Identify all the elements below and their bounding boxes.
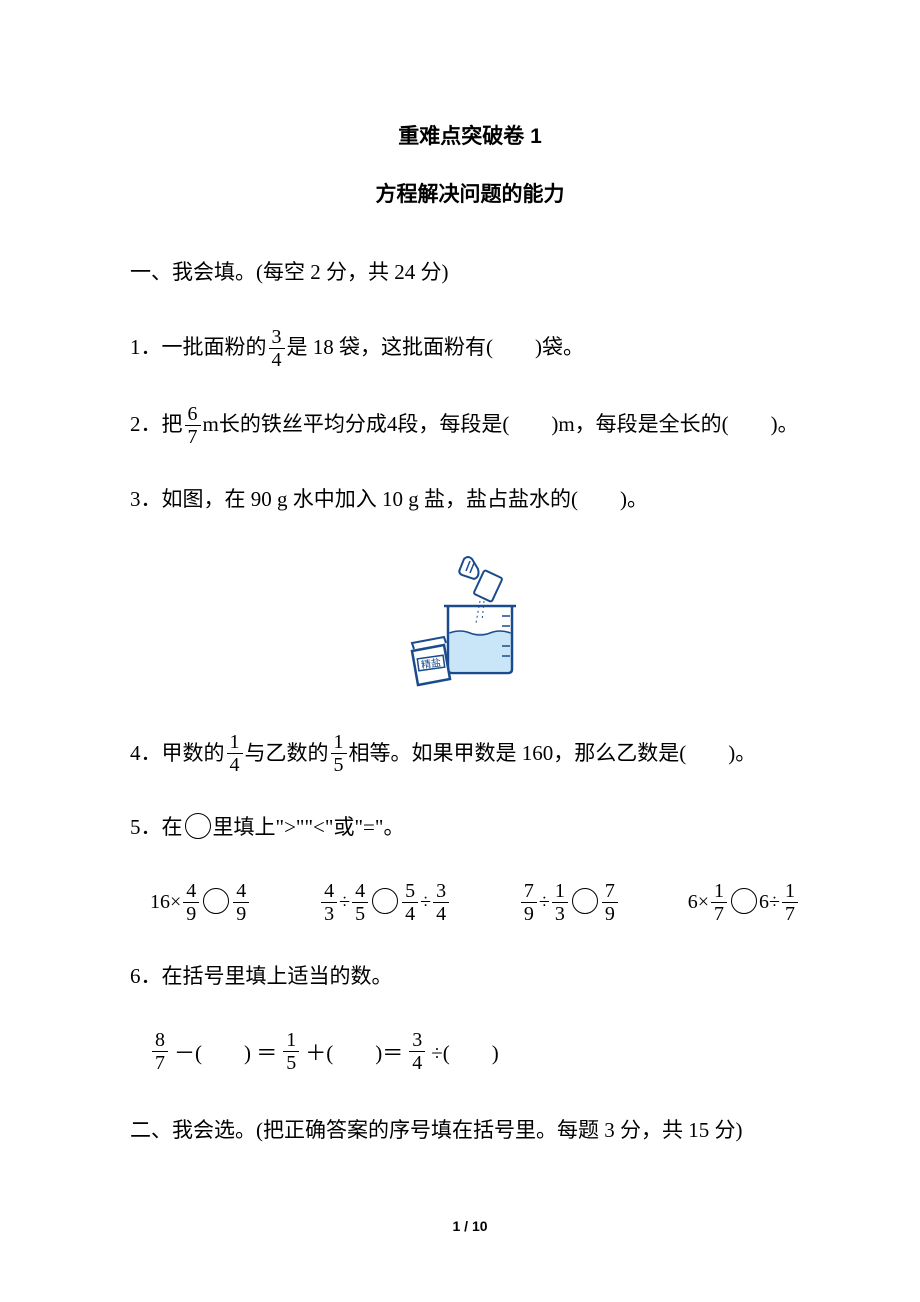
frac-den: 7 <box>185 426 201 448</box>
frac: 4 9 <box>183 880 199 925</box>
frac-den: 5 <box>331 754 347 776</box>
page: 重难点突破卷 1 方程解决问题的能力 一、我会填。(每空 2 分，共 24 分)… <box>0 0 920 1284</box>
frac-num: 1 <box>331 731 347 754</box>
q2-pre: 2．把 <box>130 405 183 445</box>
frac: 1 5 <box>283 1029 299 1074</box>
compare-item-3: 7 9 ÷ 1 3 7 9 <box>519 880 620 925</box>
q1-fraction: 3 4 <box>269 326 285 371</box>
q4-frac1: 1 4 <box>227 731 243 776</box>
question-4: 4．甲数的 1 4 与乙数的 1 5 相等。如果甲数是 160，那么乙数是( )… <box>130 731 810 776</box>
frac: 8 7 <box>152 1029 168 1074</box>
frac: 4 5 <box>352 880 368 925</box>
q4-post: 相等。如果甲数是 160，那么乙数是( )。 <box>349 734 757 774</box>
question-6-heading: 6．在括号里填上适当的数。 <box>130 957 810 997</box>
question-6-equation: 8 7 －( ) ＝ 1 5 ＋( )＝ 3 4 ÷( ) <box>130 1029 810 1074</box>
circle-blank-icon <box>185 813 211 839</box>
question-3: 3．如图，在 90 g 水中加入 10 g 盐，盐占盐水的( )。 <box>130 480 810 520</box>
q1-post: 是 18 袋，这批面粉有( )袋。 <box>287 328 585 368</box>
q5-post: 里填上">""<"或"="。 <box>213 808 405 848</box>
q4-pre: 4．甲数的 <box>130 734 225 774</box>
compare-item-2: 4 3 ÷ 4 5 5 4 ÷ 3 4 <box>319 880 451 925</box>
q4-frac2: 1 5 <box>331 731 347 776</box>
q2-mid: m长的铁丝平均分成4段，每段是( )m，每段是全长的( )。 <box>203 405 799 445</box>
section-2-heading: 二、我会选。(把正确答案的序号填在括号里。每题 3 分，共 15 分) <box>130 1114 810 1148</box>
c1-a: 16× <box>150 891 181 914</box>
frac: 1 7 <box>711 880 727 925</box>
frac: 1 3 <box>552 880 568 925</box>
circle-blank-icon <box>203 888 229 914</box>
frac: 7 9 <box>602 880 618 925</box>
frac: 7 9 <box>521 880 537 925</box>
subtitle: 方程解决问题的能力 <box>130 178 810 208</box>
frac-den: 4 <box>269 349 285 371</box>
frac: 3 4 <box>409 1029 425 1074</box>
compare-item-4: 6× 1 7 6÷ 1 7 <box>688 880 800 925</box>
frac-den: 4 <box>227 754 243 776</box>
frac: 3 4 <box>433 880 449 925</box>
frac-num: 6 <box>185 403 201 426</box>
circle-blank-icon <box>731 888 757 914</box>
q4-mid: 与乙数的 <box>245 734 329 774</box>
circle-blank-icon <box>572 888 598 914</box>
frac: 4 3 <box>321 880 337 925</box>
circle-blank-icon <box>372 888 398 914</box>
question-5: 5．在 里填上">""<"或"="。 <box>130 808 810 848</box>
page-footer: 1 / 10 <box>130 1218 810 1234</box>
section-1-heading: 一、我会填。(每空 2 分，共 24 分) <box>130 256 810 290</box>
q3-text: 3．如图，在 90 g 水中加入 10 g 盐，盐占盐水的( )。 <box>130 487 648 511</box>
q1-pre: 1．一批面粉的 <box>130 328 267 368</box>
frac: 1 7 <box>782 880 798 925</box>
q5-compare-row: 16× 4 9 4 9 4 3 ÷ 4 5 5 <box>130 880 810 925</box>
question-2: 2．把 6 7 m长的铁丝平均分成4段，每段是( )m，每段是全长的( )。 <box>130 403 810 448</box>
frac: 5 4 <box>402 880 418 925</box>
salt-beaker-icon: 精盐 <box>400 551 540 691</box>
q3-illustration: 精盐 <box>130 551 810 696</box>
q5-pre: 5．在 <box>130 808 183 848</box>
frac: 4 9 <box>233 880 249 925</box>
frac-num: 1 <box>227 731 243 754</box>
frac-num: 3 <box>269 326 285 349</box>
question-1: 1．一批面粉的 3 4 是 18 袋，这批面粉有( )袋。 <box>130 326 810 371</box>
q2-fraction: 6 7 <box>185 403 201 448</box>
compare-item-1: 16× 4 9 4 9 <box>150 880 251 925</box>
main-title: 重难点突破卷 1 <box>130 120 810 150</box>
